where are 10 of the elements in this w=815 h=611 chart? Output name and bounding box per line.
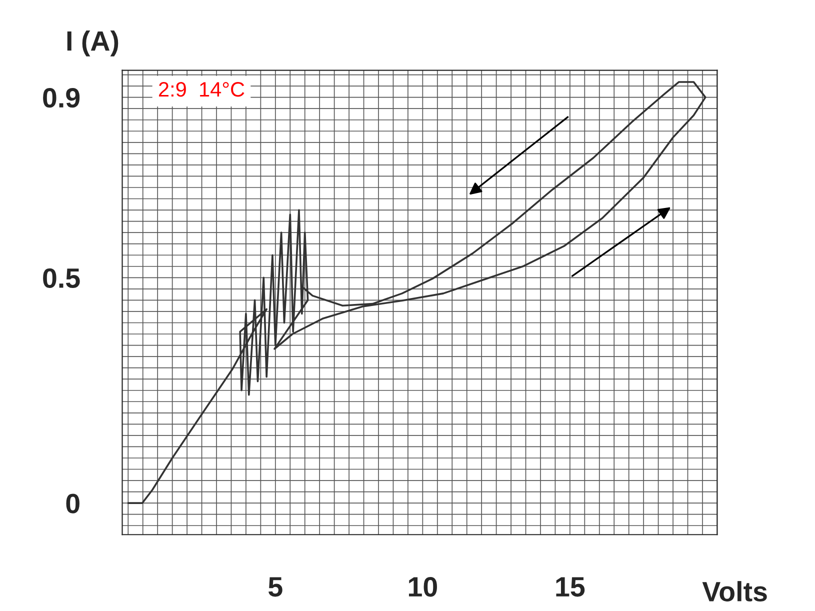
y-tick-label: 0.5 bbox=[43, 268, 80, 288]
x-tick-label: 10 bbox=[408, 577, 437, 597]
line-series bbox=[127, 81, 706, 504]
y-tick-label: 0.9 bbox=[43, 88, 80, 108]
x-axis-title: Volts bbox=[702, 581, 767, 602]
annotation: 2:9 14°C bbox=[158, 82, 244, 97]
y-axis-title: I (A) bbox=[67, 30, 118, 56]
x-tick-label: 5 bbox=[268, 577, 282, 597]
x-tick-label: 15 bbox=[556, 577, 585, 597]
y-tick-label: 0 bbox=[66, 494, 80, 514]
